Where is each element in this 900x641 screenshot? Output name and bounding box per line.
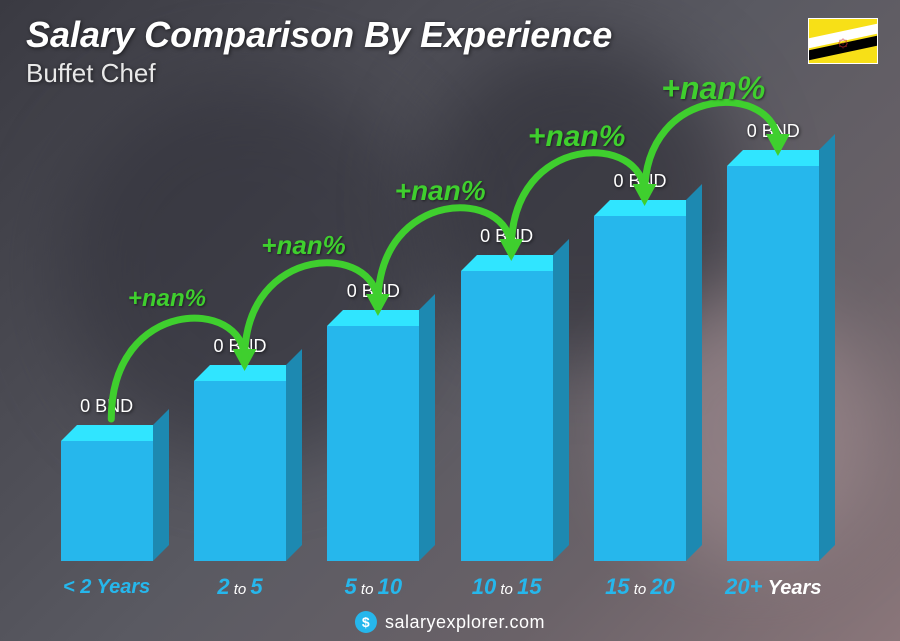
bar-slot: 0 BND [40, 100, 173, 561]
bar-value-label: 0 BND [437, 226, 577, 247]
bar [194, 381, 286, 561]
x-axis: < 2 Years2 to 55 to 1010 to 1515 to 2020… [40, 569, 840, 605]
bar-slot: 0 BND [707, 100, 840, 561]
chart-area: 0 BND0 BND0 BND0 BND0 BND0 BND +nan%+nan… [40, 100, 840, 561]
bar-value-label: 0 BND [170, 336, 310, 357]
bar [327, 326, 419, 561]
attribution: $ salaryexplorer.com [355, 611, 545, 633]
x-axis-label: 15 to 20 [573, 574, 706, 600]
bar-slot: 0 BND [307, 100, 440, 561]
bar [461, 271, 553, 561]
flag-emblem-icon: ۞ [838, 31, 849, 52]
bar-front [461, 271, 553, 561]
x-axis-label: 10 to 15 [440, 574, 573, 600]
bar-side [286, 349, 302, 561]
chart-subtitle: Buffet Chef [26, 58, 612, 89]
bars-row: 0 BND0 BND0 BND0 BND0 BND0 BND [40, 100, 840, 561]
bar [727, 166, 819, 561]
bar-value-label: 0 BND [303, 281, 443, 302]
bar-value-label: 0 BND [37, 396, 177, 417]
chart-stage: Salary Comparison By Experience Buffet C… [0, 0, 900, 641]
bar-side [419, 294, 435, 561]
bar-value-label: 0 BND [570, 171, 710, 192]
bar-side [819, 134, 835, 561]
bar-slot: 0 BND [440, 100, 573, 561]
bar [594, 216, 686, 561]
bar-slot: 0 BND [573, 100, 706, 561]
bar-front [327, 326, 419, 561]
bar-front [61, 441, 153, 561]
bar-side [686, 184, 702, 561]
bar-front [727, 166, 819, 561]
bar [61, 441, 153, 561]
attribution-text: salaryexplorer.com [385, 612, 545, 633]
x-axis-label: < 2 Years [40, 576, 173, 599]
bar-slot: 0 BND [173, 100, 306, 561]
x-axis-label: 5 to 10 [307, 574, 440, 600]
country-flag-brunei: ۞ [808, 18, 878, 64]
x-axis-label: 20+ Years [707, 574, 840, 600]
title-block: Salary Comparison By Experience Buffet C… [26, 14, 612, 89]
x-axis-label: 2 to 5 [173, 574, 306, 600]
logo-icon: $ [355, 611, 377, 633]
bar-front [194, 381, 286, 561]
bar-side [553, 239, 569, 561]
bar-front [594, 216, 686, 561]
chart-title: Salary Comparison By Experience [26, 14, 612, 56]
bar-side [153, 409, 169, 561]
bar-value-label: 0 BND [703, 121, 843, 142]
